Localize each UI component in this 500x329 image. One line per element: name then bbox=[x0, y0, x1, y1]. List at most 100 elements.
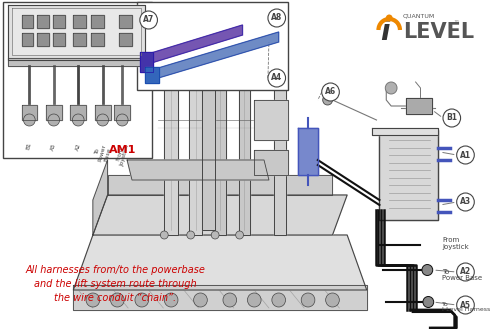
Polygon shape bbox=[372, 128, 438, 135]
Polygon shape bbox=[254, 100, 288, 140]
Polygon shape bbox=[188, 50, 202, 235]
Circle shape bbox=[443, 109, 460, 127]
Text: A2: A2 bbox=[460, 267, 471, 276]
Polygon shape bbox=[74, 235, 366, 290]
Circle shape bbox=[24, 114, 35, 126]
Text: A4: A4 bbox=[271, 73, 282, 83]
Text: All harnesses from/to the powerbase: All harnesses from/to the powerbase bbox=[26, 265, 206, 275]
Polygon shape bbox=[91, 33, 104, 46]
Polygon shape bbox=[140, 52, 152, 72]
Text: B1: B1 bbox=[26, 142, 32, 151]
Text: i: i bbox=[380, 18, 390, 46]
Text: B1: B1 bbox=[446, 114, 458, 122]
Polygon shape bbox=[22, 33, 33, 46]
Text: To
Power Base: To Power Base bbox=[442, 268, 482, 282]
Polygon shape bbox=[74, 15, 86, 28]
Text: From
Joystick: From Joystick bbox=[114, 142, 130, 166]
Circle shape bbox=[211, 231, 219, 239]
Polygon shape bbox=[274, 28, 285, 235]
Circle shape bbox=[140, 11, 158, 29]
Polygon shape bbox=[114, 105, 130, 120]
Polygon shape bbox=[74, 285, 366, 310]
Text: A5: A5 bbox=[460, 300, 471, 310]
Circle shape bbox=[301, 293, 315, 307]
Text: A5: A5 bbox=[50, 142, 57, 151]
Text: LEVEL: LEVEL bbox=[403, 22, 474, 42]
Text: To
Power
Base: To Power Base bbox=[92, 142, 113, 164]
Circle shape bbox=[268, 69, 285, 87]
Text: A2: A2 bbox=[75, 142, 82, 151]
Circle shape bbox=[272, 293, 285, 307]
Text: A3: A3 bbox=[460, 197, 471, 207]
Text: ™: ™ bbox=[453, 21, 458, 27]
Circle shape bbox=[236, 231, 244, 239]
Polygon shape bbox=[37, 33, 49, 46]
Circle shape bbox=[164, 293, 178, 307]
Polygon shape bbox=[380, 130, 438, 220]
Polygon shape bbox=[238, 50, 250, 235]
Text: A6: A6 bbox=[325, 88, 336, 96]
Circle shape bbox=[423, 296, 434, 308]
Polygon shape bbox=[91, 15, 104, 28]
Circle shape bbox=[456, 263, 474, 281]
Polygon shape bbox=[144, 67, 160, 83]
FancyBboxPatch shape bbox=[3, 2, 152, 158]
Polygon shape bbox=[120, 15, 132, 28]
Polygon shape bbox=[108, 175, 332, 195]
FancyBboxPatch shape bbox=[137, 2, 288, 90]
Polygon shape bbox=[144, 25, 242, 65]
Polygon shape bbox=[53, 15, 64, 28]
Circle shape bbox=[326, 293, 340, 307]
Circle shape bbox=[322, 83, 340, 101]
Polygon shape bbox=[152, 32, 278, 80]
Text: To
I-Level Harness: To I-Level Harness bbox=[442, 302, 490, 313]
Text: and the lift system route through: and the lift system route through bbox=[34, 279, 196, 289]
Polygon shape bbox=[254, 150, 288, 175]
Polygon shape bbox=[93, 195, 347, 235]
Text: AM1: AM1 bbox=[108, 145, 136, 155]
Polygon shape bbox=[93, 160, 108, 235]
Polygon shape bbox=[8, 58, 144, 66]
Circle shape bbox=[386, 82, 397, 94]
Polygon shape bbox=[127, 160, 269, 180]
Text: A7: A7 bbox=[143, 15, 154, 24]
Text: QUANTUM: QUANTUM bbox=[403, 13, 435, 18]
Text: A1: A1 bbox=[460, 150, 471, 160]
Polygon shape bbox=[406, 98, 432, 114]
Polygon shape bbox=[298, 128, 318, 175]
Polygon shape bbox=[70, 105, 86, 120]
Text: the wire conduit “chain”.: the wire conduit “chain”. bbox=[54, 293, 176, 303]
Circle shape bbox=[223, 293, 236, 307]
Circle shape bbox=[160, 231, 168, 239]
Circle shape bbox=[322, 95, 332, 105]
Polygon shape bbox=[95, 105, 110, 120]
Circle shape bbox=[456, 193, 474, 211]
Polygon shape bbox=[22, 105, 37, 120]
Polygon shape bbox=[164, 50, 178, 235]
Text: From
Joystick: From Joystick bbox=[442, 237, 469, 249]
Polygon shape bbox=[214, 50, 226, 235]
Polygon shape bbox=[46, 105, 62, 120]
Polygon shape bbox=[120, 33, 132, 46]
Polygon shape bbox=[74, 33, 86, 46]
Circle shape bbox=[48, 114, 60, 126]
Circle shape bbox=[386, 14, 392, 21]
Circle shape bbox=[72, 114, 84, 126]
Circle shape bbox=[456, 146, 474, 164]
Circle shape bbox=[86, 293, 100, 307]
Circle shape bbox=[248, 293, 261, 307]
Polygon shape bbox=[53, 33, 64, 46]
Text: A8: A8 bbox=[271, 13, 282, 22]
Polygon shape bbox=[22, 15, 33, 28]
Circle shape bbox=[116, 114, 128, 126]
Circle shape bbox=[97, 114, 108, 126]
Polygon shape bbox=[37, 15, 49, 28]
Circle shape bbox=[268, 9, 285, 27]
Circle shape bbox=[110, 293, 124, 307]
Circle shape bbox=[135, 293, 148, 307]
Circle shape bbox=[194, 293, 207, 307]
Polygon shape bbox=[8, 5, 144, 60]
Polygon shape bbox=[158, 48, 256, 60]
Circle shape bbox=[456, 296, 474, 314]
Circle shape bbox=[422, 265, 432, 275]
